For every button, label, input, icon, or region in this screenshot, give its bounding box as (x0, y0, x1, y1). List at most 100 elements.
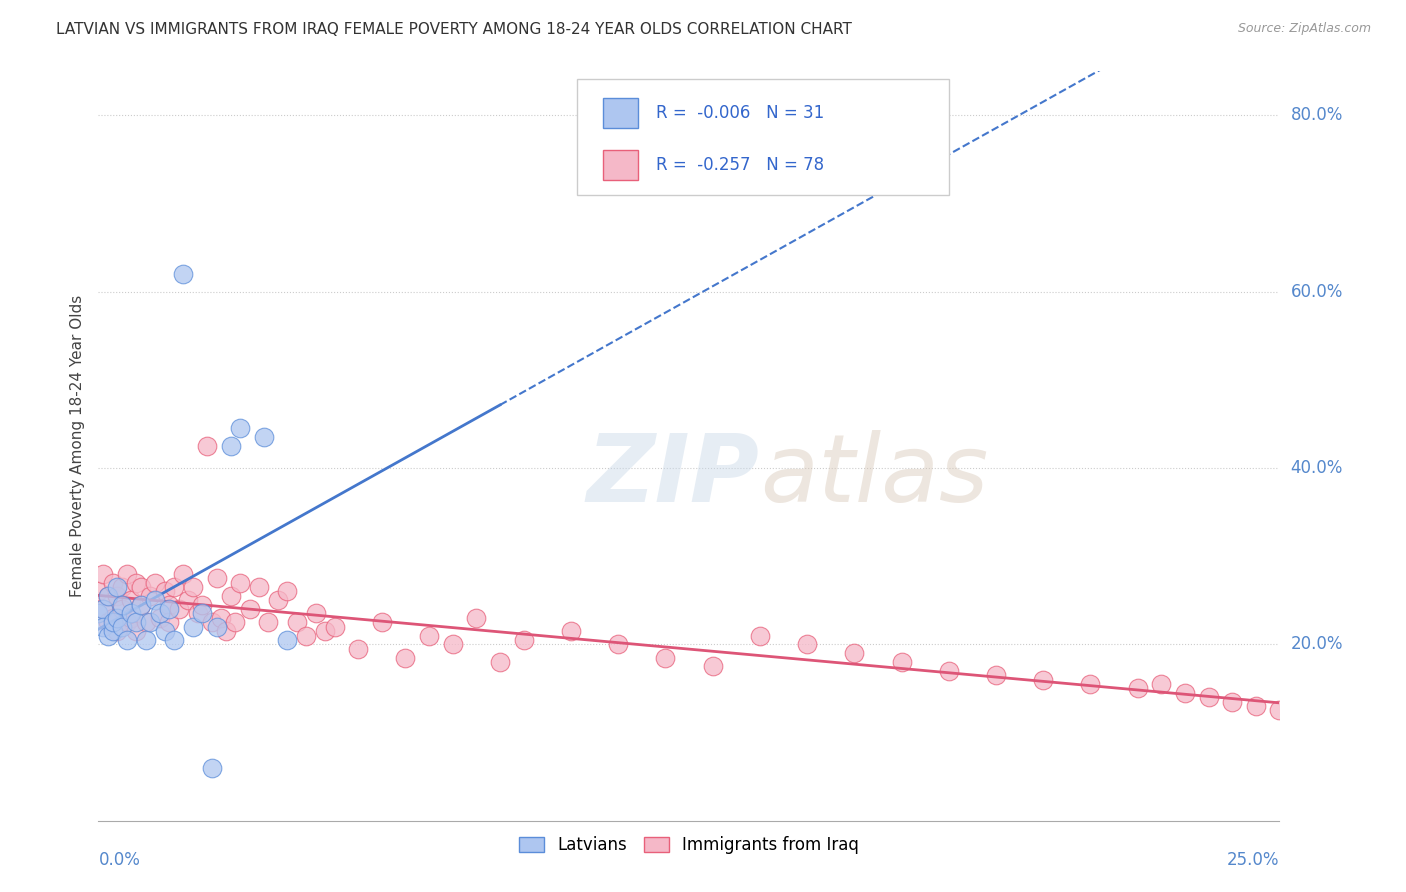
Point (1198, 690, 1220, 705)
Point (91, 620, 114, 634)
Text: Source: ZipAtlas.com: Source: ZipAtlas.com (1237, 22, 1371, 36)
Point (163, 580, 186, 594)
Point (143, 575, 166, 590)
Point (121, 611, 143, 625)
Point (201, 761, 224, 775)
Point (191, 607, 214, 621)
Point (209, 611, 232, 625)
Text: atlas: atlas (759, 431, 988, 522)
Point (157, 602, 180, 616)
Point (394, 650, 416, 665)
Point (201, 615, 224, 630)
Point (1244, 699, 1267, 714)
Point (125, 575, 148, 590)
Point (257, 615, 280, 630)
Point (105, 589, 128, 603)
Point (489, 655, 512, 669)
Point (560, 624, 582, 639)
Point (121, 593, 143, 607)
Point (105, 580, 128, 594)
Point (97, 589, 120, 603)
Point (314, 624, 336, 639)
Text: 80.0%: 80.0% (1291, 106, 1343, 125)
Point (229, 575, 252, 590)
FancyBboxPatch shape (603, 97, 638, 128)
Point (215, 624, 238, 639)
Point (305, 607, 328, 621)
Point (181, 620, 204, 634)
Point (172, 267, 194, 281)
Point (91, 602, 114, 616)
Point (172, 566, 194, 581)
Point (97, 589, 120, 603)
Point (97, 615, 120, 630)
Point (239, 602, 262, 616)
Point (195, 439, 218, 453)
Point (157, 615, 180, 630)
Point (115, 615, 138, 630)
Point (111, 580, 134, 594)
Point (1150, 677, 1173, 691)
Point (844, 646, 866, 660)
Point (157, 598, 180, 612)
Point (181, 580, 204, 594)
Point (111, 602, 134, 616)
Point (1220, 695, 1243, 709)
Point (323, 620, 346, 634)
Point (1126, 681, 1149, 696)
Text: 0.0%: 0.0% (98, 851, 141, 869)
Point (125, 615, 148, 630)
Point (139, 615, 162, 630)
Point (1080, 677, 1102, 691)
Point (149, 607, 172, 621)
Text: 25.0%: 25.0% (1227, 851, 1279, 869)
Point (139, 589, 162, 603)
Point (247, 580, 270, 594)
Text: 20.0%: 20.0% (1291, 635, 1343, 653)
Point (371, 615, 394, 630)
Point (143, 593, 166, 607)
Point (135, 632, 157, 647)
Point (347, 641, 370, 656)
Point (267, 593, 290, 607)
Point (105, 611, 128, 625)
Point (205, 571, 228, 585)
Point (465, 611, 488, 625)
Text: ZIP: ZIP (586, 430, 759, 522)
Text: LATVIAN VS IMMIGRANTS FROM IRAQ FEMALE POVERTY AMONG 18-24 YEAR OLDS CORRELATION: LATVIAN VS IMMIGRANTS FROM IRAQ FEMALE P… (56, 22, 852, 37)
Point (1268, 703, 1291, 717)
Point (91, 602, 114, 616)
Point (1032, 673, 1054, 687)
Point (219, 589, 242, 603)
Point (224, 615, 246, 630)
Point (205, 620, 228, 634)
Point (153, 584, 176, 599)
FancyBboxPatch shape (576, 78, 949, 195)
Text: 40.0%: 40.0% (1291, 459, 1343, 477)
Point (101, 611, 124, 625)
Point (1174, 686, 1197, 700)
Point (115, 632, 138, 647)
Point (121, 607, 143, 621)
Point (187, 607, 209, 621)
Y-axis label: Female Poverty Among 18-24 Year Olds: Female Poverty Among 18-24 Year Olds (69, 295, 84, 597)
Point (115, 566, 138, 581)
Point (295, 628, 318, 642)
Text: R =  -0.006   N = 31: R = -0.006 N = 31 (655, 103, 824, 121)
Point (654, 650, 676, 665)
Point (153, 624, 176, 639)
Point (87, 607, 110, 621)
Point (97, 628, 120, 642)
Point (418, 628, 440, 642)
Point (441, 637, 464, 651)
Point (91, 566, 114, 581)
Point (276, 632, 298, 647)
Point (177, 593, 200, 607)
FancyBboxPatch shape (603, 150, 638, 180)
Point (149, 611, 172, 625)
Point (191, 598, 214, 612)
Point (105, 624, 128, 639)
Point (101, 615, 124, 630)
Point (87, 584, 110, 599)
Point (129, 598, 152, 612)
